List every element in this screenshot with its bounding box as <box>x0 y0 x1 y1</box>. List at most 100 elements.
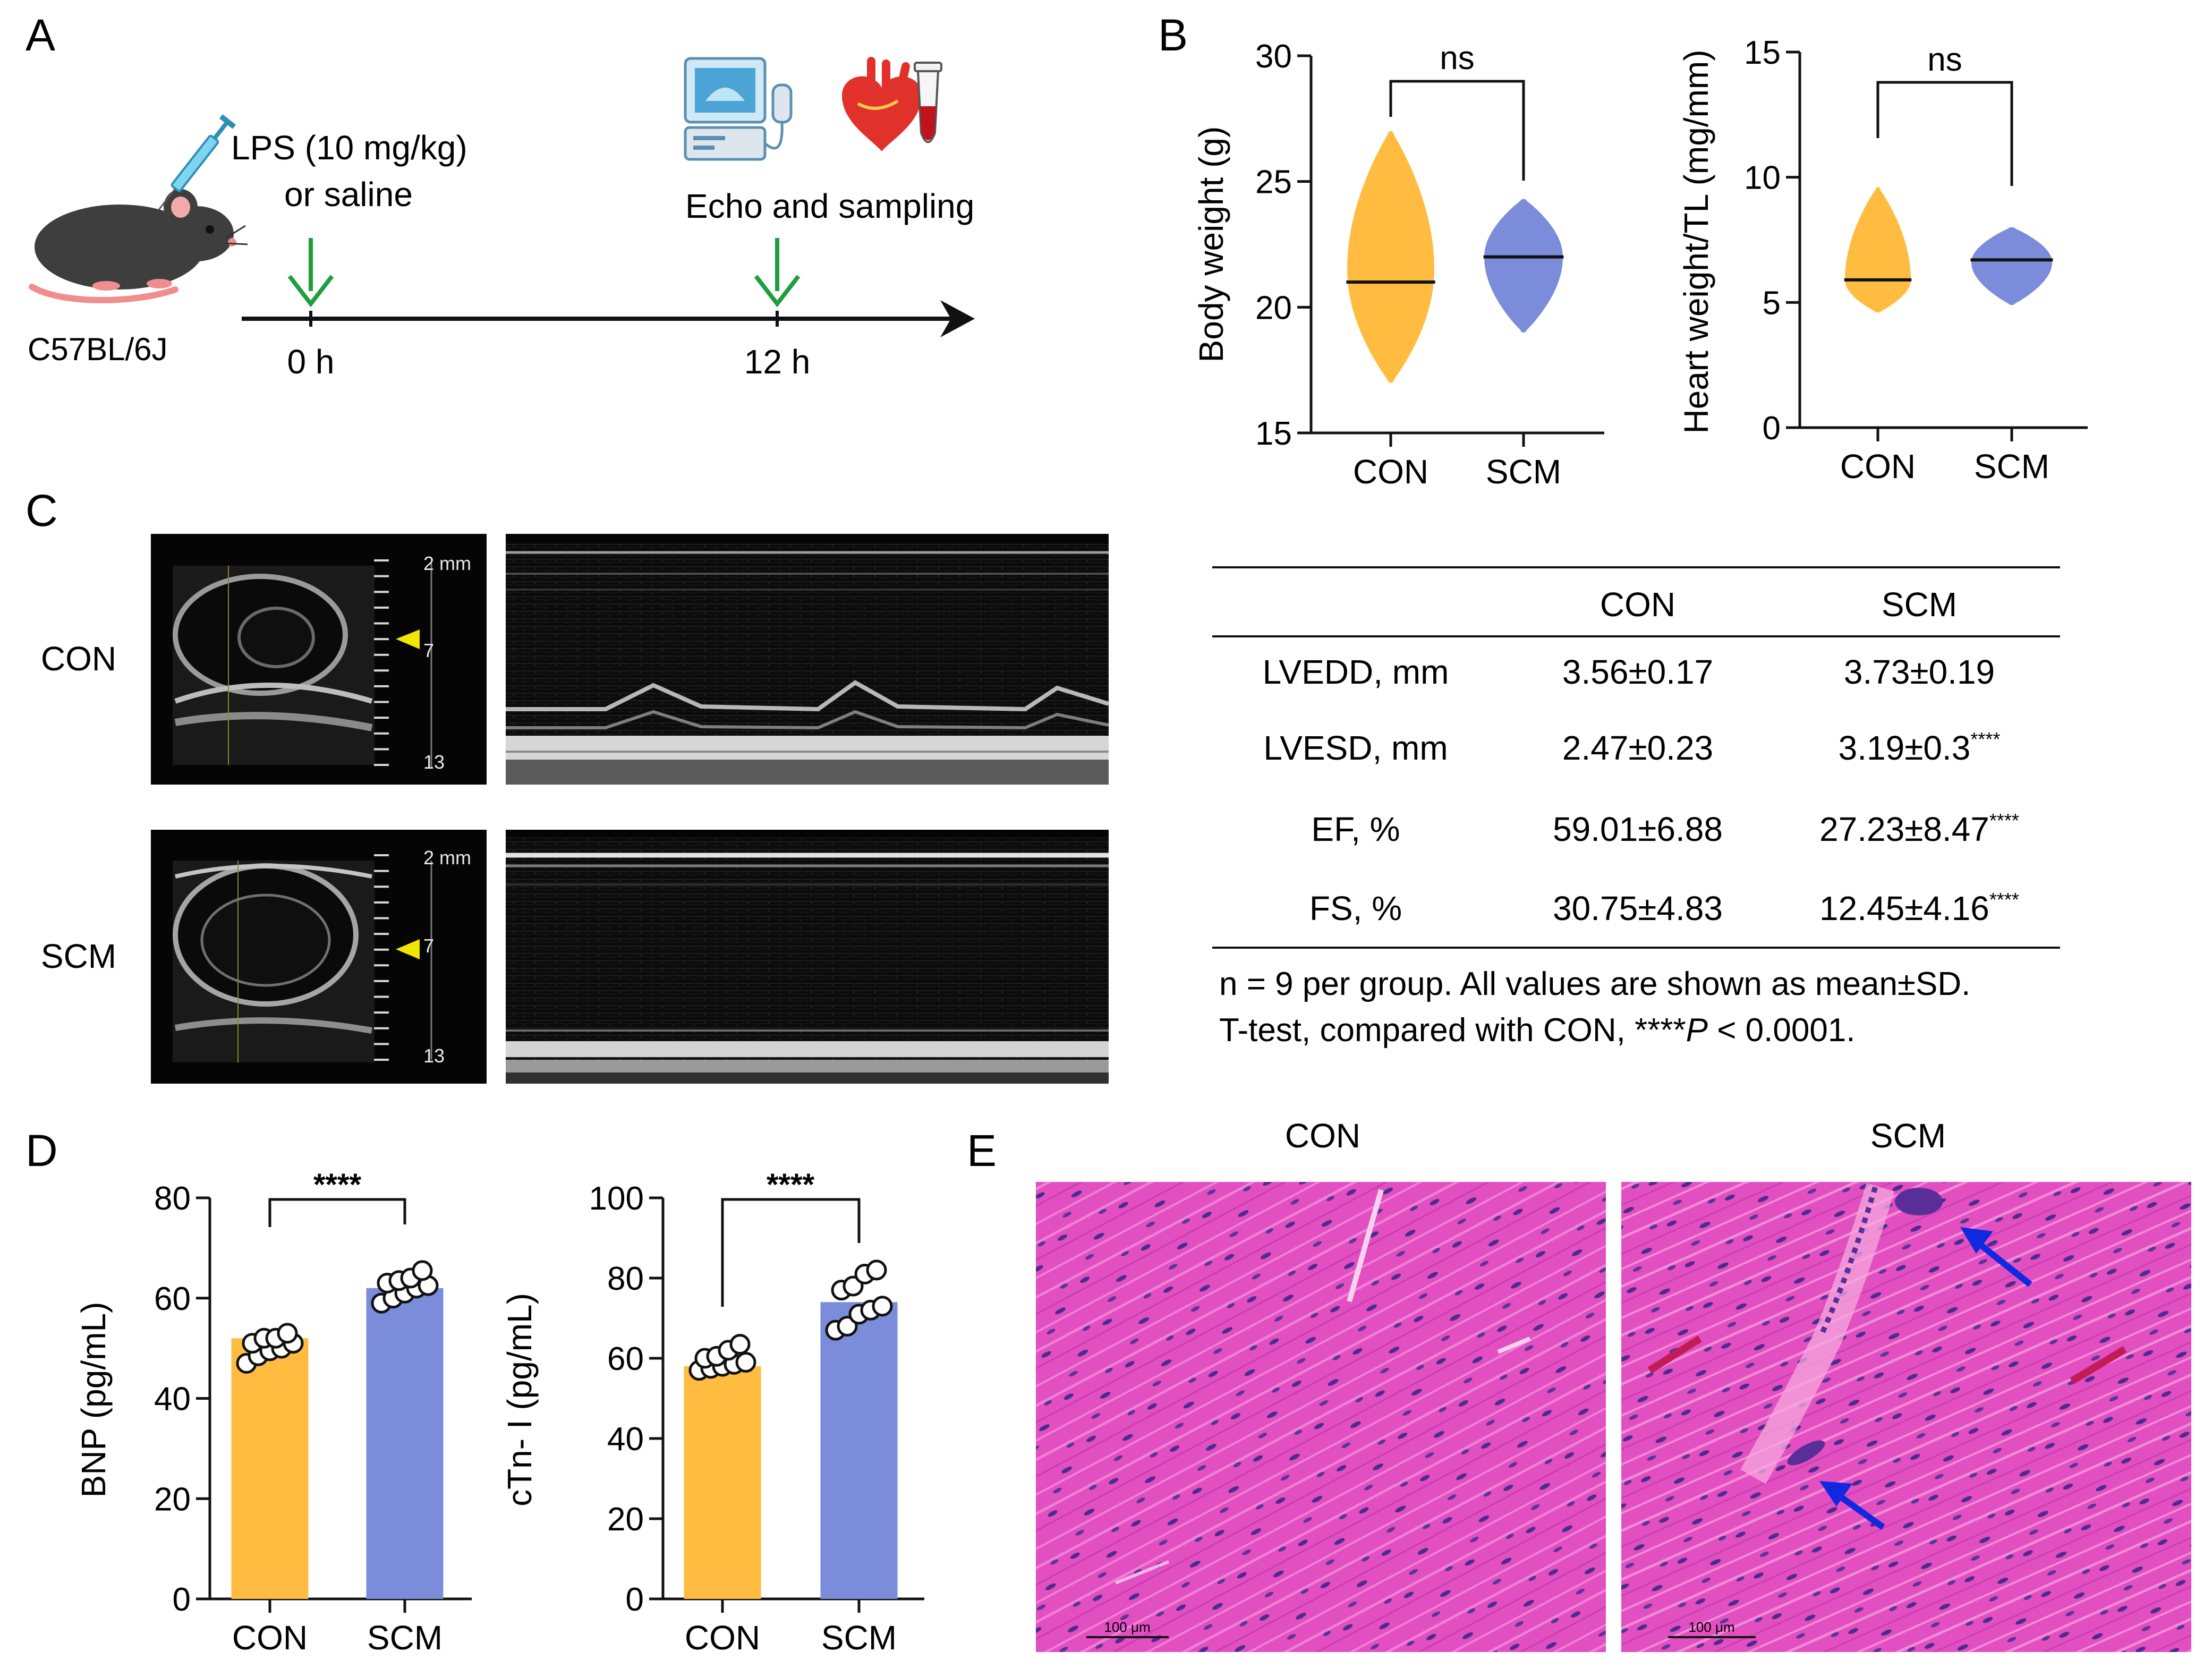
table-footnote-1: n = 9 per group. All values are shown as… <box>1219 966 1970 1002</box>
table-header-con: CON <box>1600 585 1675 624</box>
bar-scm <box>820 1302 898 1599</box>
x-tick-label: CON <box>685 1619 760 1657</box>
y-tick-label: 30 <box>1255 38 1292 75</box>
bar-con <box>684 1366 761 1599</box>
depth-label-top: 2 mm <box>423 552 471 574</box>
bar-scm <box>366 1288 444 1599</box>
footnote-suffix: < 0.0001. <box>1708 1012 1856 1049</box>
panel-letter-c: C <box>25 486 58 535</box>
timeline-arrowhead <box>940 300 975 337</box>
mouse-strain-label: C57BL/6J <box>28 331 168 367</box>
row-value-con: 30.75±4.83 <box>1553 889 1723 927</box>
bar-con <box>231 1338 309 1599</box>
value: 3.19±0.3 <box>1839 729 1971 767</box>
y-ticks: 0 20 40 60 80 100 <box>589 1180 663 1618</box>
significance-marker: **** <box>1989 810 2019 831</box>
y-tick-label: 25 <box>1255 164 1292 201</box>
bars <box>684 1302 898 1599</box>
histology-image-scm: 100 μm <box>1621 1182 2191 1652</box>
x-tick-labels: CON SCM <box>1353 433 1561 491</box>
row-value-con: 3.56±0.17 <box>1562 653 1713 691</box>
violins <box>1346 131 1564 383</box>
treatment-label-line1: LPS (10 mg/kg) <box>231 129 467 167</box>
row-metric: FS, % <box>1309 889 1402 927</box>
data-point <box>277 1323 298 1344</box>
y-tick-label: 60 <box>607 1341 644 1377</box>
x-tick-label: CON <box>232 1619 308 1657</box>
violin-con <box>1845 187 1911 313</box>
x-tick-label: CON <box>1840 447 1916 486</box>
row-metric: LVEDD, mm <box>1263 653 1449 691</box>
table-row: EF, % 59.01±6.88 27.23±8.47**** <box>1311 810 2019 848</box>
y-tick-label: 60 <box>154 1281 191 1317</box>
x-tick-label: CON <box>1353 453 1428 491</box>
panel-a: LPS (10 mg/kg) or saline C57BL/6J 0 h 12… <box>28 57 975 381</box>
panel-letter-a: A <box>25 10 55 60</box>
footnote-prefix: T-test, compared with CON, **** <box>1219 1012 1686 1049</box>
echo-row-label-scm: SCM <box>41 937 116 975</box>
y-tick-label: 80 <box>607 1261 644 1297</box>
panel-letter-b: B <box>1158 10 1188 60</box>
data-points <box>688 1259 893 1381</box>
table-row: LVEDD, mm 3.56±0.17 3.73±0.19 <box>1263 653 1995 691</box>
violin-chart-body-weight: Body weight (g) 15 20 25 30 CON SCM ns <box>1192 38 1604 491</box>
data-points <box>236 1260 439 1374</box>
violins <box>1844 187 2053 313</box>
y-axis-label: BNP (pg/mL) <box>74 1302 113 1498</box>
significance-marker: **** <box>1989 889 2019 910</box>
depth-label-mid: 7 <box>423 935 434 957</box>
y-tick-label: 40 <box>607 1421 644 1458</box>
echo-row-label-con: CON <box>41 640 116 678</box>
violin-scm <box>1971 227 2052 305</box>
footnote-p-italic: P <box>1686 1012 1708 1049</box>
y-axis-label: cTn- I (pg/mL) <box>500 1293 539 1506</box>
significance-label: **** <box>313 1168 362 1202</box>
value: 27.23±8.47 <box>1819 810 1989 848</box>
table-header-scm: SCM <box>1882 585 1957 624</box>
y-axis-label: Heart weight/TL (mg/mm) <box>1677 49 1715 433</box>
significance-label: ns <box>1927 41 1962 78</box>
bar-chart-bnp: BNP (pg/mL) 0 20 40 60 80 CON SCM **** <box>74 1168 472 1657</box>
y-tick-label: 15 <box>1255 415 1292 452</box>
bar-chart-ctn-i: cTn- I (pg/mL) 0 20 40 60 80 100 CON SCM **** <box>500 1168 924 1657</box>
y-tick-label: 0 <box>626 1581 644 1618</box>
x-tick-labels: CON SCM <box>1840 428 2049 486</box>
value: 12.45±4.16 <box>1819 889 1989 927</box>
bmode-image-scm: 2 mm 7 13 <box>151 830 487 1084</box>
mmode-image-con <box>506 534 1110 785</box>
significance-label: ns <box>1440 40 1474 76</box>
x-tick-labels: CON SCM <box>232 1599 443 1657</box>
y-tick-label: 20 <box>154 1481 191 1518</box>
violin-con <box>1347 131 1434 383</box>
significance-bracket <box>721 1198 861 1307</box>
depth-scale <box>374 854 389 1061</box>
depth-marker-icon <box>396 939 420 959</box>
row-value-scm: 3.73±0.19 <box>1844 653 1995 691</box>
data-point <box>412 1260 433 1281</box>
depth-marker-icon <box>396 629 420 649</box>
depth-scale <box>374 559 389 766</box>
table-footnote-2: T-test, compared with CON, ****P < 0.000… <box>1219 1012 1856 1049</box>
y-tick-label: 80 <box>154 1180 191 1217</box>
significance-marker: **** <box>1970 728 2000 750</box>
scale-bar-label: 100 μm <box>1688 1619 1734 1635</box>
panel-letter-d: D <box>25 1126 58 1176</box>
panel-letter-e: E <box>967 1126 997 1176</box>
annotation-arrowhead-icon <box>1960 1227 1993 1254</box>
blood-tube-icon <box>914 62 942 143</box>
x-tick-label: SCM <box>1486 453 1561 491</box>
violin-scm <box>1484 199 1563 333</box>
endpoint-label: Echo and sampling <box>685 187 974 225</box>
x-tick-label: SCM <box>821 1619 897 1657</box>
y-ticks: 0 5 10 15 <box>1744 35 1800 447</box>
heart-icon <box>842 57 922 151</box>
ultrasound-machine-icon <box>684 57 793 161</box>
treatment-label-line2: or saline <box>284 175 413 214</box>
x-tick-label: SCM <box>367 1619 443 1657</box>
significance-bracket <box>1389 80 1525 181</box>
depth-label-top: 2 mm <box>423 847 471 869</box>
annotation-arrowhead-icon <box>1819 1481 1852 1506</box>
x-tick-label: SCM <box>1974 447 2049 486</box>
syringe-icon <box>158 114 236 210</box>
